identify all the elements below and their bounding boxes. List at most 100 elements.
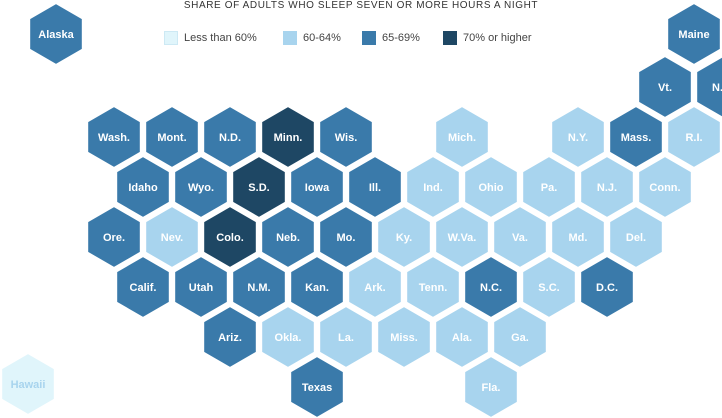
hex-shape (115, 254, 171, 320)
state-hex-miss: Miss. (376, 304, 432, 370)
state-hex-vt: Vt. (637, 54, 693, 120)
state-label: Ark. (364, 282, 385, 294)
state-label: Maine (678, 29, 709, 41)
state-hex-okla: Okla. (260, 304, 316, 370)
state-label: Okla. (275, 332, 302, 344)
state-label: S.C. (538, 282, 559, 294)
hex-shape (318, 104, 374, 170)
state-label: Alaska (38, 29, 74, 41)
legend-label-65-69: 65-69% (382, 32, 420, 44)
hex-shape (144, 204, 200, 270)
legend-swatch-60-64 (283, 31, 297, 45)
state-label: N.C. (480, 282, 502, 294)
state-hex-mont: Mont. (144, 104, 200, 170)
hex-shape (463, 154, 519, 220)
legend-label-60-64: 60-64% (303, 32, 341, 44)
hex-shape (202, 104, 258, 170)
state-label: Va. (512, 232, 528, 244)
state-label: Utah (189, 282, 214, 294)
hex-shape (463, 254, 519, 320)
chart-title: SHARE OF ADULTS WHO SLEEP SEVEN OR MORE … (183, 0, 539, 11)
hex-shape (521, 254, 577, 320)
state-hex-w-va: W.Va. (434, 204, 490, 270)
state-label: Del. (626, 232, 646, 244)
state-hex-texas: Texas (289, 354, 345, 418)
state-hex-va: Va. (492, 204, 548, 270)
state-hex-ga: Ga. (492, 304, 548, 370)
state-hex-del: Del. (608, 204, 664, 270)
legend-swatch-70-or-higher (443, 31, 457, 45)
hex-shape (202, 204, 258, 270)
state-hex-pa: Pa. (521, 154, 577, 220)
state-label: La. (338, 332, 354, 344)
state-label: Pa. (541, 182, 558, 194)
hex-shape (318, 304, 374, 370)
state-label: Iowa (305, 182, 330, 194)
state-hex-r-i: R.I. (666, 104, 722, 170)
hex-shape (289, 254, 345, 320)
state-label: Wyo. (188, 182, 214, 194)
state-label: Mich. (448, 132, 476, 144)
legend-swatch-65-69 (362, 31, 376, 45)
state-hex-calif: Calif. (115, 254, 171, 320)
state-hex-n-m: N.M. (231, 254, 287, 320)
hex-shape (173, 254, 229, 320)
state-label: Wis. (335, 132, 358, 144)
state-hex-la: La. (318, 304, 374, 370)
state-label: Mo. (337, 232, 356, 244)
state-hex-colo: Colo. (202, 204, 258, 270)
hex-shape (434, 204, 490, 270)
state-hex-wyo: Wyo. (173, 154, 229, 220)
state-label: N.D. (219, 132, 241, 144)
state-hex-ore: Ore. (86, 204, 142, 270)
hex-shape (376, 304, 432, 370)
hex-shape (695, 55, 722, 119)
state-label: Ga. (511, 332, 529, 344)
legend: Less than 60% 60-64% 65-69% 70% or highe… (0, 31, 722, 45)
state-hex-ariz: Ariz. (202, 304, 258, 370)
state-hex-md: Md. (550, 204, 606, 270)
state-label: Neb. (276, 232, 300, 244)
hex-shape (550, 204, 606, 270)
hex-shape (666, 1, 722, 67)
state-hex-ill: Ill. (347, 154, 403, 220)
hex-shape (608, 104, 664, 170)
state-hex-n-j: N.J. (579, 154, 635, 220)
legend-swatch-less-than-60 (164, 31, 178, 45)
state-hex-neb: Neb. (260, 204, 316, 270)
state-hex-idaho: Idaho (115, 154, 171, 220)
state-label: Tenn. (419, 282, 448, 294)
state-label: Idaho (128, 182, 158, 194)
state-hex-n-c: N.C. (463, 254, 519, 320)
state-label: R.I. (685, 132, 702, 144)
state-hex-ohio: Ohio (463, 154, 519, 220)
state-hex-wis: Wis. (318, 104, 374, 170)
hex-shape (492, 304, 548, 370)
state-hex-conn: Conn. (637, 154, 693, 220)
state-label: Ariz. (218, 332, 242, 344)
state-hex-iowa: Iowa (289, 154, 345, 220)
state-hex-fla: Fla. (463, 354, 519, 418)
state-label: Ohio (478, 182, 503, 194)
state-label: Conn. (649, 182, 680, 194)
state-label: N.M. (247, 282, 270, 294)
state-hex-s-d: S.D. (231, 154, 287, 220)
state-hex-utah: Utah (173, 254, 229, 320)
state-label: D.C. (596, 282, 618, 294)
state-hex-n-h: N.H. (695, 55, 722, 119)
state-label: Miss. (390, 332, 418, 344)
state-label: Minn. (274, 132, 303, 144)
hex-shape (115, 154, 171, 220)
hex-shape (144, 104, 200, 170)
state-label: Mass. (621, 132, 652, 144)
state-label: Nev. (161, 232, 183, 244)
state-label: Kan. (305, 282, 329, 294)
hex-shape (579, 254, 635, 320)
hex-shape (0, 351, 56, 417)
state-hex-n-y: N.Y. (550, 104, 606, 170)
state-label: Ky. (396, 232, 412, 244)
state-hex-kan: Kan. (289, 254, 345, 320)
hex-shape (521, 154, 577, 220)
hex-shape (173, 154, 229, 220)
